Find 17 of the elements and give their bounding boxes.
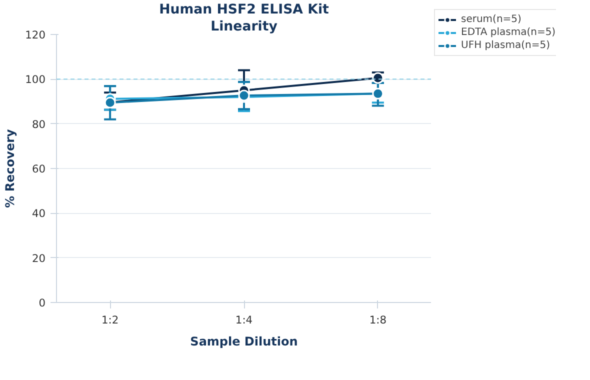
y-tick-label: 120 [25,28,46,42]
x-axis-title: Sample Dilution [190,334,298,348]
legend-label: EDTA plasma(n=5) [461,26,556,39]
y-tick-label: 60 [32,162,46,176]
chart-title: Human HSF2 ELISA Kit [159,2,330,18]
chart-subtitle: Linearity [210,20,278,34]
y-tick-label: 20 [32,252,46,265]
legend-label: serum(n=5) [461,12,522,26]
y-tick-label: 40 [32,207,46,220]
y-tick-label: 100 [25,73,46,86]
y-tick-label: 0 [38,296,46,310]
x-tick-label: 1:4 [235,314,253,326]
legend-label: UFH plasma(n=5) [461,38,550,52]
y-axis-title: % Recovery [3,129,18,208]
x-tick-label: 1:8 [369,314,387,326]
x-tick-label: 1:2 [101,314,119,326]
y-tick-label: 80 [32,118,46,131]
